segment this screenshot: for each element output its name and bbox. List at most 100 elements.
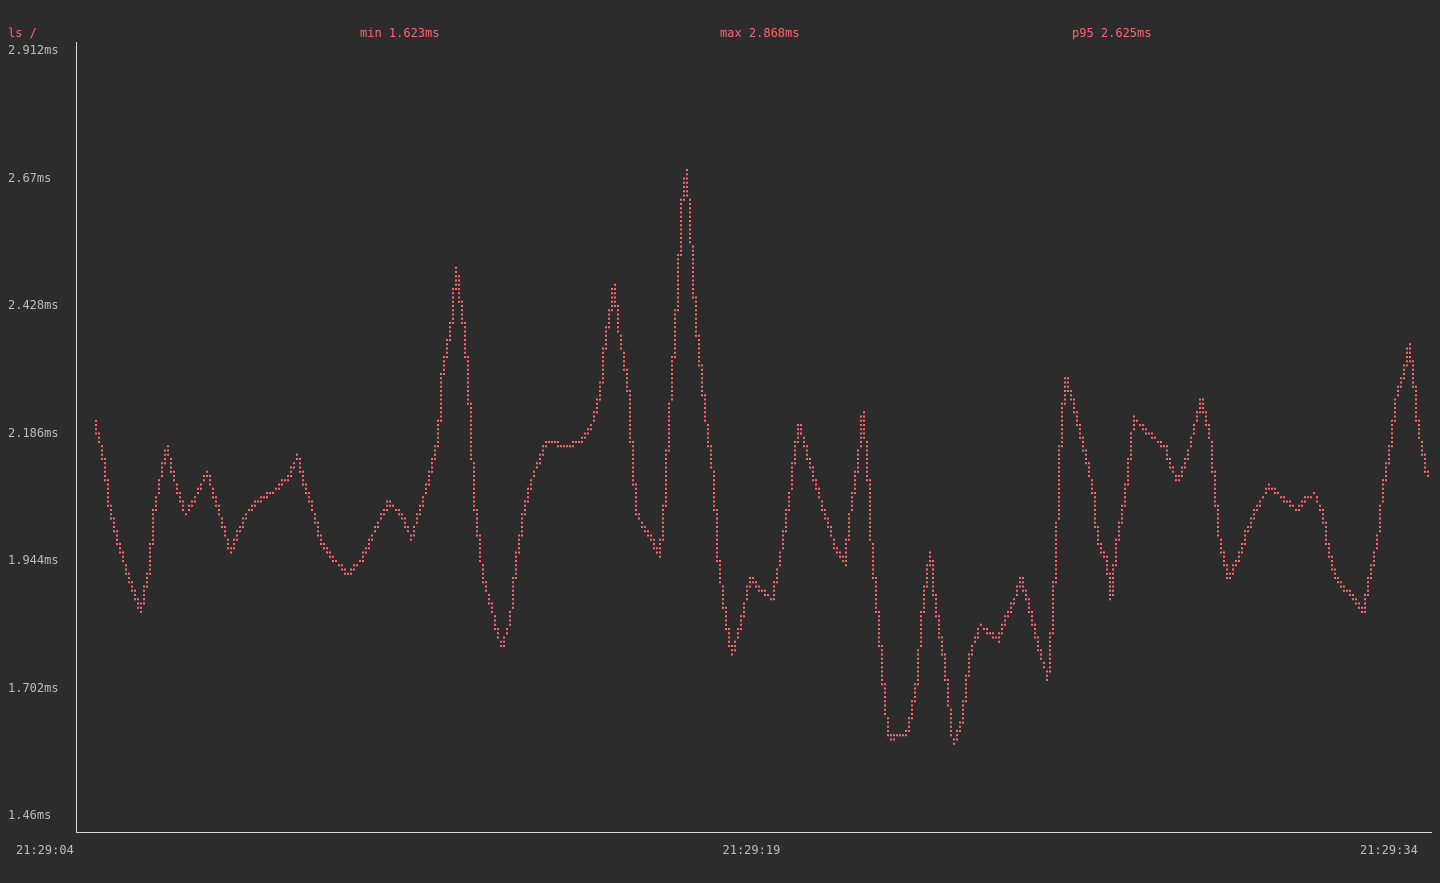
- series-dot: [1340, 585, 1342, 588]
- series-dot: [767, 594, 769, 596]
- series-dot: [782, 547, 784, 550]
- series-dot: [1079, 432, 1081, 435]
- series-dot: [1007, 611, 1009, 613]
- series-dot: [1211, 458, 1213, 460]
- series-dot: [1070, 398, 1072, 401]
- series-dot: [1211, 441, 1213, 443]
- series-dot: [1013, 598, 1015, 601]
- series-dot: [1379, 530, 1381, 533]
- series-dot: [1331, 564, 1333, 567]
- series-dot: [1106, 572, 1108, 575]
- series-dot: [878, 623, 880, 626]
- series-dot: [1145, 432, 1147, 435]
- series-dot: [1367, 585, 1369, 588]
- series-dot: [473, 483, 475, 486]
- series-dot: [1310, 496, 1312, 499]
- series-dot: [149, 551, 151, 554]
- y-tick-label: 1.944ms: [8, 553, 59, 567]
- series-dot: [1214, 483, 1216, 486]
- series-dot: [383, 513, 385, 516]
- series-dot: [1229, 572, 1231, 575]
- series-dot: [344, 572, 346, 575]
- series-dot: [1325, 538, 1327, 541]
- series-dot: [671, 368, 673, 371]
- series-dot: [149, 572, 151, 575]
- series-dot: [1412, 364, 1414, 367]
- series-dot: [1115, 564, 1117, 567]
- series-dot: [1031, 615, 1033, 618]
- series-dot: [689, 237, 691, 239]
- series-dot: [1175, 479, 1177, 482]
- series-dot: [467, 394, 469, 397]
- series-dot: [773, 594, 775, 596]
- series-dot: [1424, 458, 1426, 460]
- series-dot: [473, 475, 475, 477]
- series-dot: [1421, 441, 1423, 443]
- series-dot: [434, 458, 436, 460]
- series-dot: [1109, 581, 1111, 584]
- series-dot: [875, 589, 877, 592]
- series-dot: [1409, 356, 1411, 358]
- series-dot: [848, 517, 850, 520]
- series-dot: [935, 606, 937, 609]
- series-dot: [1055, 577, 1057, 579]
- series-dot: [1217, 504, 1219, 507]
- series-dot: [797, 436, 799, 439]
- series-dot: [1409, 351, 1411, 354]
- series-dot: [1388, 449, 1390, 452]
- series-dot: [1130, 453, 1132, 456]
- series-dot: [1052, 611, 1054, 613]
- series-dot: [617, 309, 619, 312]
- series-dot: [509, 623, 511, 626]
- series-dot: [203, 475, 205, 477]
- series-dot: [929, 564, 931, 567]
- series-dot: [1232, 572, 1234, 575]
- series-dot: [1214, 492, 1216, 494]
- series-dot: [893, 734, 895, 737]
- series-dot: [716, 555, 718, 558]
- series-dot: [1412, 381, 1414, 384]
- series-dot: [1382, 483, 1384, 486]
- series-dot: [461, 313, 463, 316]
- series-dot: [476, 521, 478, 524]
- series-dot: [374, 530, 376, 533]
- series-dot: [929, 555, 931, 558]
- series-dot: [404, 526, 406, 528]
- series-dot: [1055, 568, 1057, 571]
- series-dot: [800, 424, 802, 426]
- series-dot: [947, 679, 949, 681]
- series-dot: [659, 538, 661, 541]
- series-dot: [461, 317, 463, 320]
- series-dot: [641, 521, 643, 524]
- series-dot: [1037, 645, 1039, 647]
- series-dot: [674, 313, 676, 316]
- series-dot: [566, 445, 568, 448]
- series-dot: [1121, 521, 1123, 524]
- series-dot: [788, 492, 790, 494]
- series-dot: [713, 509, 715, 511]
- series-dot: [194, 496, 196, 499]
- series-dot: [629, 394, 631, 397]
- series-dot: [1427, 470, 1429, 473]
- series-dot: [1127, 466, 1129, 469]
- series-dot: [809, 458, 811, 460]
- series-dot: [734, 649, 736, 652]
- series-dot: [869, 483, 871, 486]
- series-dot: [713, 479, 715, 482]
- series-dot: [1127, 475, 1129, 477]
- series-dot: [866, 441, 868, 443]
- series-dot: [614, 305, 616, 307]
- series-dot: [908, 725, 910, 728]
- series-dot: [299, 462, 301, 465]
- series-dot: [680, 203, 682, 205]
- series-dot: [1133, 419, 1135, 422]
- series-dot: [614, 300, 616, 303]
- series-dot: [476, 526, 478, 528]
- series-dot: [620, 343, 622, 346]
- series-dot: [1322, 513, 1324, 516]
- series-dot: [1112, 581, 1114, 584]
- series-dot: [134, 598, 136, 601]
- series-dot: [992, 636, 994, 639]
- series-dot: [422, 496, 424, 499]
- series-dot: [197, 487, 199, 490]
